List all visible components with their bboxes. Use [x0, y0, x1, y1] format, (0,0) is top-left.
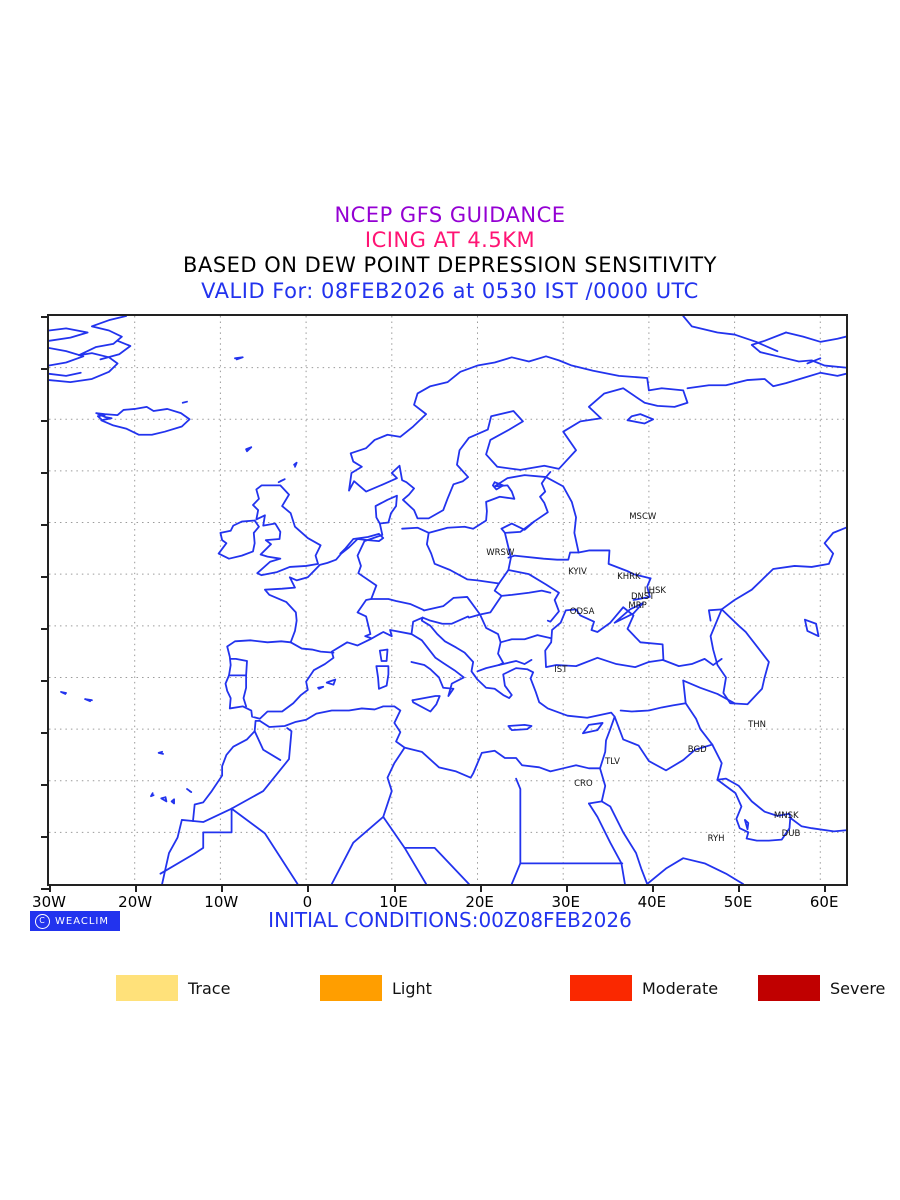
lon-tick-label: 60E	[809, 893, 839, 911]
lon-tick	[135, 884, 138, 892]
city-label: BGD	[687, 744, 707, 755]
lon-tick-label: 40E	[637, 893, 667, 911]
city-label: THN	[748, 719, 767, 730]
lon-tick	[824, 884, 827, 892]
icing-legend: Trace Light Moderate Severe	[0, 975, 900, 1011]
lon-tick	[49, 884, 51, 892]
legend-label: Trace	[188, 978, 231, 998]
weaclim-badge: C WEACLIM	[30, 911, 120, 931]
lon-tick	[565, 884, 568, 892]
city-label: KHRK	[617, 572, 641, 583]
lon-tick	[221, 884, 224, 892]
city-label: DNST	[630, 591, 655, 602]
copyright-icon: C	[35, 913, 50, 929]
lat-tick	[41, 888, 49, 890]
lon-tick-label: 10E	[379, 893, 408, 911]
city-label: CRO	[574, 779, 593, 789]
title-based: BASED ON DEW POINT DEPRESSION SENSITIVIT…	[183, 253, 717, 277]
title-ncep: NCEP GFS GUIDANCE	[334, 203, 566, 227]
map-svg	[49, 316, 846, 884]
city-label: DUB	[781, 828, 801, 839]
chart-title-block: NCEP GFS GUIDANCE ICING AT 4.5KM BASED O…	[0, 202, 900, 304]
city-label: MNSK	[773, 811, 799, 822]
lat-tick	[41, 368, 49, 370]
legend-item: Moderate	[570, 975, 718, 1001]
city-label: MSCW	[629, 511, 657, 522]
lat-tick	[41, 784, 49, 786]
legend-swatch	[320, 975, 382, 1001]
lon-tick-label: 20W	[118, 893, 153, 911]
lat-tick	[41, 316, 49, 318]
lon-tick-label: 30W	[32, 893, 66, 911]
city-label: KYIV	[568, 566, 587, 577]
lon-tick	[393, 884, 396, 892]
legend-item: Severe	[758, 975, 885, 1001]
city-label: RYH	[707, 834, 725, 845]
latitude-axis: 20N25N30N35N40N45N50N55N60N65N70N75N	[41, 316, 846, 890]
legend-label: Severe	[830, 978, 886, 998]
city-label: TLV	[605, 757, 620, 768]
lon-tick-label: 10W	[204, 893, 239, 911]
city-label: MRP	[628, 601, 647, 612]
lon-tick	[738, 884, 741, 892]
lat-tick	[41, 420, 49, 422]
lon-tick-label: 20E	[465, 893, 494, 911]
lon-tick	[651, 884, 654, 892]
lat-tick	[41, 524, 49, 526]
legend-swatch	[116, 975, 178, 1001]
lat-tick	[41, 576, 49, 578]
lat-tick	[41, 628, 49, 630]
lon-tick-label: 50E	[723, 893, 753, 911]
map-coastlines	[49, 316, 846, 884]
legend-label: Moderate	[642, 978, 719, 998]
lon-tick	[307, 884, 310, 892]
initial-conditions-text: INITIAL CONDITIONS:00Z08FEB2026	[268, 908, 632, 932]
city-label: WRSW	[486, 548, 515, 559]
lon-tick	[479, 884, 482, 892]
legend-label: Light	[392, 978, 432, 998]
legend-swatch	[570, 975, 632, 1001]
legend-item: Trace	[116, 975, 230, 1001]
city-label: IST	[554, 664, 568, 675]
lon-tick-label: 30E	[551, 893, 581, 911]
legend-swatch	[758, 975, 820, 1001]
lat-tick	[41, 472, 49, 474]
lat-tick	[41, 732, 49, 734]
title-valid: VALID For: 08FEB2026 at 0530 IST /0000 U…	[201, 279, 699, 303]
city-label: ODSA	[569, 607, 595, 618]
legend-item: Light	[320, 975, 432, 1001]
city-label: LHSK	[643, 585, 666, 596]
longitude-axis: 30W 20W 10W 0 10E 20E 30E 40E 50E 60E	[32, 316, 846, 911]
lon-tick-label: 0	[302, 893, 313, 911]
badge-label: WEACLIM	[55, 915, 110, 927]
lat-tick	[41, 836, 49, 838]
title-icing: ICING AT 4.5KM	[364, 228, 536, 252]
lat-tick	[41, 680, 49, 682]
map-plot-area[interactable]: 20N25N30N35N40N45N50N55N60N65N70N75N 30W…	[32, 314, 848, 911]
